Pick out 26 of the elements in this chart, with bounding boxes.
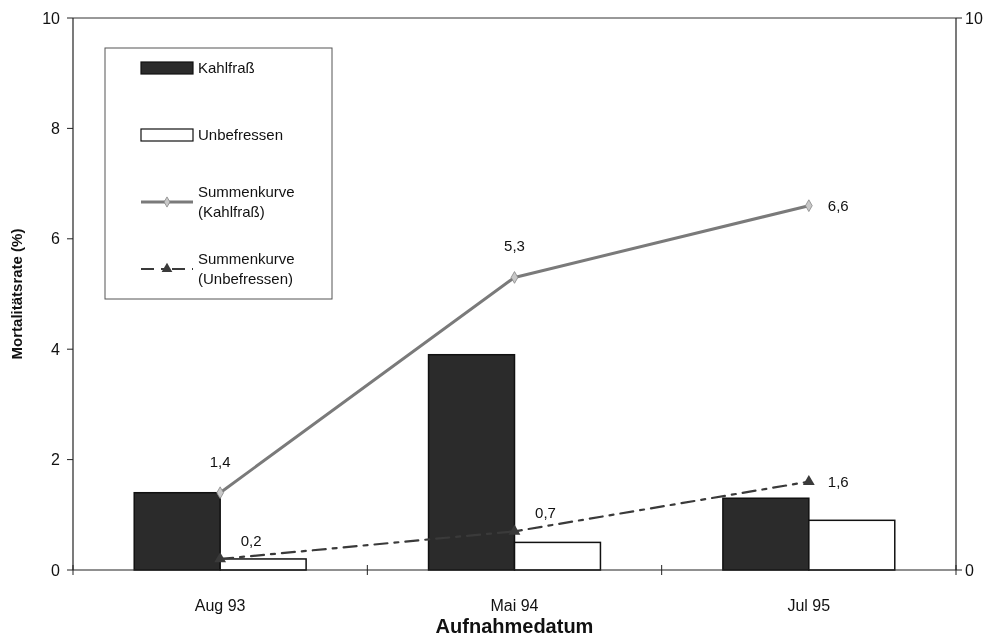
y-tick-label: 6 (51, 230, 61, 248)
y-tick-label: 4 (51, 340, 61, 358)
data-label: 6,6 (827, 196, 849, 214)
point (802, 474, 815, 486)
x-tick-label: Mai 94 (490, 597, 539, 614)
y-tick-label: 10 (42, 9, 61, 27)
y-tick-label: 2 (51, 451, 61, 469)
y2-tick-label: 0 (965, 561, 974, 579)
legend-label: Summenkurve (Unbefressen) (198, 250, 295, 288)
data-label: 1,4 (209, 452, 231, 470)
legend-label: Summenkurve (Kahlfraß) (198, 183, 295, 221)
y-axis-title: Mortalitätsrate (%) (8, 228, 25, 360)
data-label: 0,7 (535, 504, 556, 522)
y2-tick-label: 10 (965, 9, 983, 27)
y-tick-label: 8 (51, 120, 61, 137)
data-label: 5,3 (504, 237, 525, 255)
y-tick-label: 0 (51, 561, 61, 579)
legend-label: Kahlfraß (198, 59, 255, 77)
legend-label: Unbefressen (198, 126, 284, 144)
x-axis-title: Aufnahmedatum (435, 615, 594, 636)
point (508, 524, 521, 535)
x-tick-label: Aug 93 (194, 597, 246, 614)
x-tick-label: Jul 95 (787, 597, 831, 614)
data-label: 0,2 (240, 531, 262, 549)
point (214, 552, 227, 563)
data-label: 1,6 (827, 472, 849, 490)
